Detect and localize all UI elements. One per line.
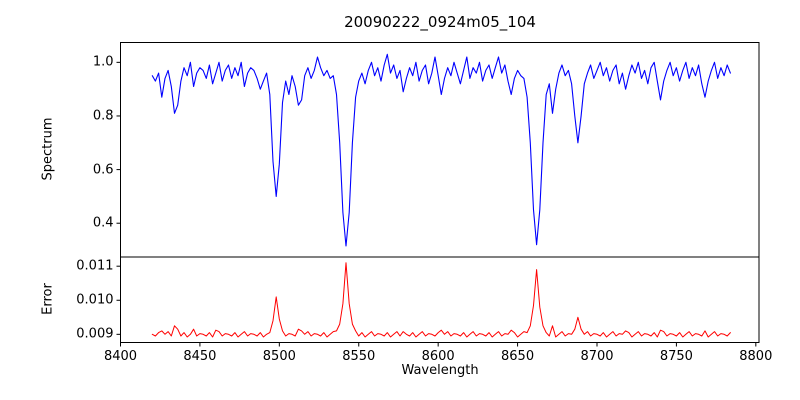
- error-y-tick-label: 0.011: [76, 258, 114, 274]
- x-tick-label: 8800: [739, 348, 773, 364]
- spectrum-y-tick-label: 0.6: [92, 162, 114, 178]
- spectrum-y-tick-label: 0.8: [92, 108, 114, 124]
- chart-title: 20090222_0924m05_104: [344, 13, 536, 31]
- error-line: [151, 262, 731, 338]
- error-panel: [120, 256, 760, 343]
- spectrum-panel: [120, 42, 760, 258]
- x-tick-label: 8700: [580, 348, 614, 364]
- error-y-tick-label: 0.010: [76, 292, 114, 308]
- x-tick-label: 8450: [183, 348, 217, 364]
- tick-marks: [116, 61, 757, 347]
- x-tick-label: 8550: [342, 348, 376, 364]
- spectrum-y-tick-label: 1.0: [92, 54, 114, 70]
- spectrum-y-tick-label: 0.4: [92, 215, 114, 231]
- x-tick-label: 8500: [262, 348, 296, 364]
- spectrum-line: [151, 53, 731, 247]
- error-y-tick-label: 0.009: [76, 326, 114, 342]
- x-tick-label: 8400: [103, 348, 138, 364]
- x-tick-label: 8750: [659, 348, 693, 364]
- x-axis-label: Wavelength: [401, 363, 479, 378]
- x-tick-label: 8650: [501, 348, 535, 364]
- x-tick-label: 8600: [421, 348, 455, 364]
